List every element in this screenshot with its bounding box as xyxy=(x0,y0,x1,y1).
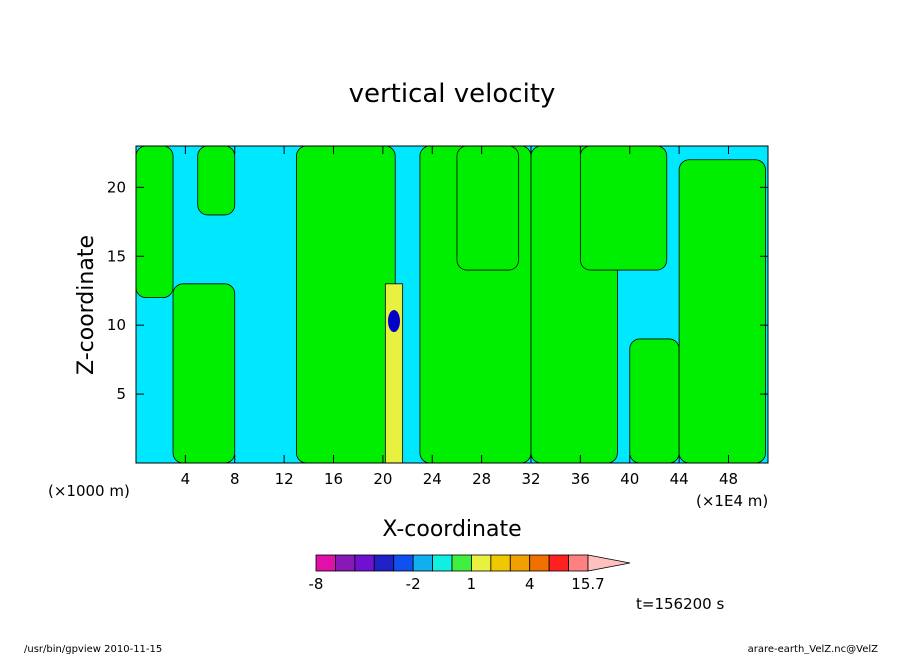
colorbar-label: -8 xyxy=(309,575,324,593)
plot-frame xyxy=(135,145,769,464)
updraft-region xyxy=(579,146,668,271)
colorbar-segment xyxy=(490,554,511,572)
colorbar-segment xyxy=(509,554,531,572)
chart-title: vertical velocity xyxy=(349,79,556,109)
colorbar-extension xyxy=(587,554,631,572)
colorbar-segment xyxy=(315,554,336,572)
colorbar-segment xyxy=(373,554,395,572)
x-tick-label: 40 xyxy=(620,470,639,488)
y-tick-label: 20 xyxy=(107,178,126,196)
colorbar-segment xyxy=(568,554,589,572)
colorbar-segment xyxy=(432,554,453,572)
x-tick-label: 4 xyxy=(181,470,191,488)
x-tick-label: 28 xyxy=(472,470,491,488)
colorbar-segment xyxy=(335,554,356,572)
updraft-region xyxy=(136,146,174,299)
x-tick-label: 20 xyxy=(373,470,392,488)
colorbar-segment xyxy=(412,554,433,572)
x-tick-label: 16 xyxy=(324,470,343,488)
footer-right: arare-earth_VelZ.nc@VelZ xyxy=(748,644,879,654)
y-tick-label: 10 xyxy=(107,316,126,334)
colorbar-segment xyxy=(354,554,375,572)
colorbar-label: 4 xyxy=(525,575,535,593)
colorbar-label: -2 xyxy=(406,575,421,593)
strong-core xyxy=(387,310,400,333)
updraft-region xyxy=(629,338,680,463)
x-tick-label: 44 xyxy=(670,470,689,488)
x-tick-label: 48 xyxy=(719,470,738,488)
updraft-region xyxy=(172,283,236,463)
colorbar-segment xyxy=(451,554,472,572)
x-axis-label: X-coordinate xyxy=(382,517,521,542)
updraft-region xyxy=(456,146,520,271)
colorbar-segment xyxy=(393,554,414,572)
x-tick-label: 8 xyxy=(230,470,240,488)
time-annotation: t=156200 s xyxy=(636,595,724,613)
colorbar: -8 -2 1 4 15.7 xyxy=(309,554,631,593)
x-tick-label: 32 xyxy=(521,470,540,488)
x-tick-label: 12 xyxy=(275,470,294,488)
colorbar-segment xyxy=(548,554,569,572)
y-tick-label: 5 xyxy=(116,385,126,403)
colorbar-label: 15.7 xyxy=(571,575,604,593)
updraft-region xyxy=(678,159,766,463)
x-unit-right: (×1E4 m) xyxy=(696,492,768,510)
colorbar-segment xyxy=(471,554,492,572)
updraft-region xyxy=(197,146,236,216)
x-tick-label: 36 xyxy=(571,470,590,488)
y-axis-label: Z-coordinate xyxy=(74,235,99,375)
colorbar-segment xyxy=(529,554,550,572)
footer-left: /usr/bin/gpview 2010-11-15 xyxy=(24,644,162,654)
colorbar-label: 1 xyxy=(467,575,477,593)
x-unit-left: (×1000 m) xyxy=(48,482,130,500)
x-tick-label: 24 xyxy=(423,470,442,488)
updraft-region xyxy=(296,146,396,463)
y-tick-label: 15 xyxy=(107,247,126,265)
